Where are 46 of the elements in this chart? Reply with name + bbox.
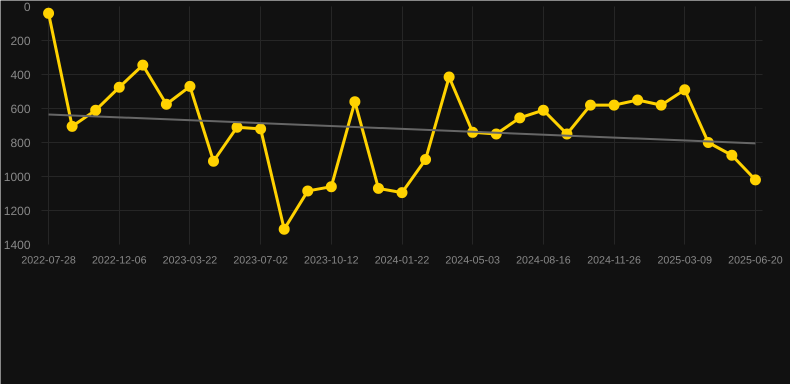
point (538, 104, 549, 116)
point (726, 150, 738, 161)
point (114, 82, 125, 93)
y-tick-label: 1000 (4, 170, 31, 184)
x-tick-label: 2022-12-06 (92, 254, 147, 266)
y-tick-label: 600 (10, 102, 31, 116)
point (420, 154, 432, 165)
point (444, 72, 455, 83)
point (679, 84, 690, 96)
point (396, 187, 408, 198)
y-tick-label: 400 (10, 68, 31, 82)
point (160, 98, 172, 110)
x-tick-label: 2024-08-16 (516, 254, 571, 266)
point (208, 156, 220, 167)
point (656, 100, 667, 111)
point (608, 100, 620, 111)
y-tick-label: 200 (10, 34, 31, 48)
point (232, 122, 243, 133)
x-tick-label: 2024-05-03 (445, 254, 500, 266)
point (632, 94, 644, 106)
y-tick-label: 800 (10, 136, 31, 150)
point (750, 174, 761, 186)
point (66, 120, 78, 132)
point (278, 224, 290, 235)
point (137, 60, 148, 71)
x-tick-label: 2022-07-28 (21, 254, 76, 266)
x-tick-label: 2024-01-22 (374, 254, 430, 266)
y-tick-label: 1400 (4, 238, 31, 252)
point (255, 123, 266, 134)
point (302, 185, 314, 196)
point (326, 181, 337, 192)
point (90, 104, 102, 116)
x-tick-label: 2023-07-02 (233, 254, 288, 266)
y-tick-label: 1200 (4, 204, 31, 218)
point (43, 8, 54, 19)
point (514, 112, 526, 124)
x-tick-label: 2023-03-22 (162, 254, 218, 266)
point (584, 100, 596, 111)
x-tick-label: 2024-11-26 (587, 254, 641, 266)
x-tick-label: 2025-03-09 (657, 254, 712, 266)
x-tick-label: 2023-10-12 (304, 254, 359, 266)
x-tick-label: 2025-06-20 (728, 254, 783, 266)
point (184, 80, 196, 92)
point (372, 182, 384, 194)
y-tick-label: 0 (24, 0, 31, 14)
point (349, 96, 360, 108)
